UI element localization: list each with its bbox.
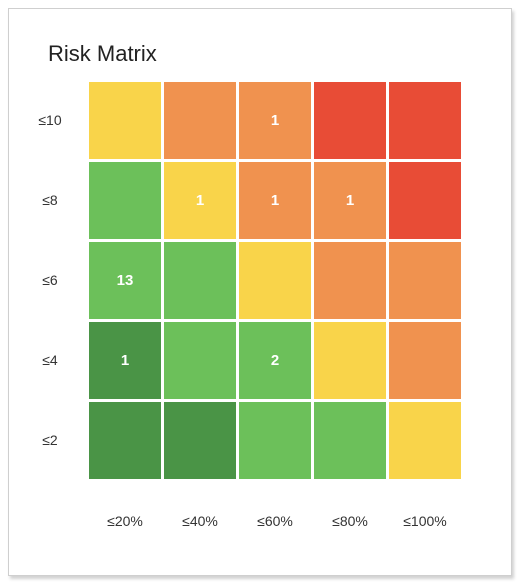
y-tick-label: ≤2 (42, 431, 58, 448)
matrix-cell[interactable] (389, 82, 461, 159)
risk-matrix-grid: 1 1 1 1 13 1 2 (89, 82, 462, 480)
cell-value-label: 2 (270, 352, 280, 369)
matrix-cell[interactable]: 1 (239, 82, 311, 159)
cell-value-label: 1 (195, 192, 205, 209)
x-tick-label: ≤20% (107, 513, 143, 529)
matrix-cell[interactable] (164, 82, 236, 159)
x-tick-label: ≤100% (403, 513, 447, 529)
matrix-cell[interactable]: 13 (89, 242, 161, 319)
matrix-cell[interactable] (314, 82, 386, 159)
y-tick-label: ≤4 (42, 351, 58, 368)
matrix-cell[interactable]: 1 (239, 162, 311, 239)
cell-value-label: 1 (120, 352, 130, 369)
matrix-cell[interactable]: 1 (164, 162, 236, 239)
x-tick-label: ≤80% (332, 513, 368, 529)
matrix-cell[interactable]: 1 (89, 322, 161, 399)
matrix-cell[interactable] (314, 402, 386, 479)
matrix-cell[interactable] (164, 402, 236, 479)
matrix-cell[interactable] (389, 242, 461, 319)
matrix-cell[interactable] (89, 402, 161, 479)
cell-value-label: 1 (345, 192, 355, 209)
matrix-cell[interactable] (389, 162, 461, 239)
cell-value-label: 1 (270, 192, 280, 209)
matrix-cell[interactable] (389, 322, 461, 399)
matrix-cell[interactable] (164, 242, 236, 319)
matrix-cell[interactable]: 1 (314, 162, 386, 239)
y-tick-label: ≤10 (38, 111, 62, 128)
cell-value-label: 13 (116, 272, 134, 289)
cell-value-label: 1 (270, 112, 280, 129)
matrix-cell[interactable] (89, 82, 161, 159)
matrix-cell[interactable] (239, 242, 311, 319)
matrix-cell[interactable]: 2 (239, 322, 311, 399)
matrix-cell[interactable] (389, 402, 461, 479)
y-tick-label: ≤8 (42, 191, 58, 208)
x-tick-label: ≤40% (182, 513, 218, 529)
matrix-cell[interactable] (89, 162, 161, 239)
matrix-cell[interactable] (164, 322, 236, 399)
y-tick-label: ≤6 (42, 271, 58, 288)
matrix-cell[interactable] (239, 402, 311, 479)
x-tick-label: ≤60% (257, 513, 293, 529)
matrix-cell[interactable] (314, 322, 386, 399)
matrix-cell[interactable] (314, 242, 386, 319)
chart-title: Risk Matrix (48, 41, 157, 66)
